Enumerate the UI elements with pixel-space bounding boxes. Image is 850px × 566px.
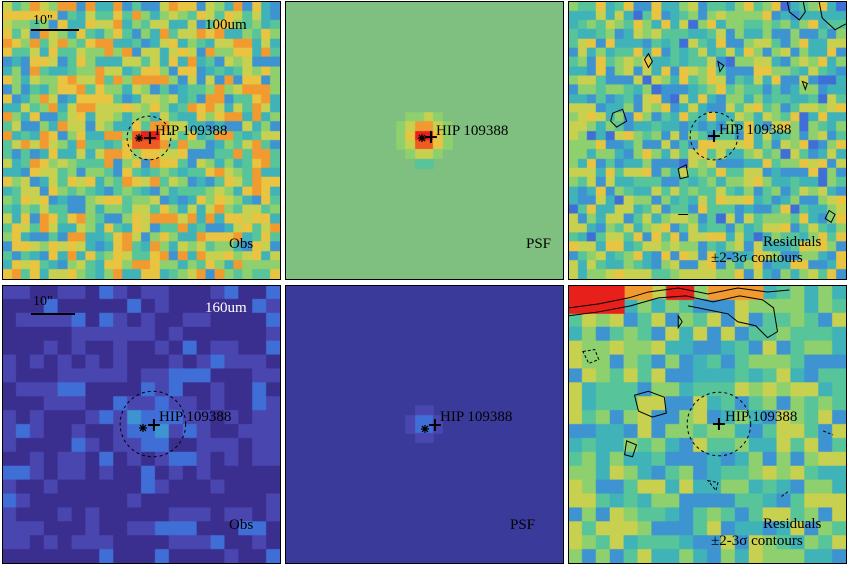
overlay-100um-obs bbox=[126, 115, 172, 161]
panel-160um-obs: 10" 160um HIP 109388 Obs bbox=[2, 285, 281, 564]
scale-label: 10" bbox=[33, 294, 53, 309]
source-label: HIP 109388 bbox=[440, 409, 513, 425]
scale-bar bbox=[31, 313, 75, 315]
panel-100um-residuals: HIP 109388 Residuals ±2-3σ contours bbox=[568, 1, 847, 280]
overlay-100um-residuals bbox=[610, 2, 846, 224]
panel-160um-psf: HIP 109388 PSF bbox=[285, 285, 564, 564]
corner-label-residuals: Residuals bbox=[763, 516, 822, 532]
band-label: 100um bbox=[205, 17, 247, 33]
corner-label-contours: ±2-3σ contours bbox=[711, 533, 803, 549]
corner-label: PSF bbox=[526, 236, 552, 252]
corner-label-residuals: Residuals bbox=[763, 234, 822, 250]
corner-label: Obs bbox=[229, 517, 254, 533]
cross-marker bbox=[712, 418, 725, 430]
residual-contours bbox=[610, 2, 846, 224]
scale-bar bbox=[31, 29, 79, 31]
star-marker bbox=[418, 134, 426, 142]
corner-label-contours: ±2-3σ contours bbox=[711, 250, 803, 266]
band-label: 160um bbox=[205, 300, 247, 316]
image-100um-residuals bbox=[569, 2, 846, 279]
image-160um-residuals bbox=[569, 286, 846, 563]
source-label: HIP 109388 bbox=[436, 123, 509, 139]
star-marker bbox=[135, 134, 143, 142]
overlay-160um-obs bbox=[119, 390, 187, 458]
source-label: HIP 109388 bbox=[155, 123, 228, 139]
source-label: HIP 109388 bbox=[725, 409, 798, 425]
scale-label: 10" bbox=[33, 13, 53, 28]
residual-contours bbox=[569, 287, 834, 497]
corner-label: PSF bbox=[510, 517, 536, 533]
overlay-100um-psf bbox=[418, 131, 437, 143]
image-160um-obs bbox=[3, 286, 280, 563]
aperture-circle bbox=[686, 391, 752, 457]
panel-160um-residuals: HIP 109388 Residuals ±2-3σ contours bbox=[568, 285, 847, 564]
cross-marker bbox=[707, 130, 720, 142]
star-marker bbox=[139, 424, 147, 432]
image-160um-psf bbox=[286, 286, 563, 563]
source-label: HIP 109388 bbox=[159, 409, 232, 425]
overlay-160um-residuals bbox=[569, 287, 834, 497]
overlay-160um-psf bbox=[421, 419, 441, 433]
cross-marker bbox=[143, 132, 156, 144]
corner-label: Obs bbox=[229, 236, 254, 252]
cross-marker bbox=[424, 131, 437, 143]
panel-100um-psf: HIP 109388 PSF bbox=[285, 1, 564, 280]
cross-marker bbox=[147, 419, 160, 431]
aperture-circle bbox=[126, 115, 172, 161]
cross-marker bbox=[428, 419, 441, 431]
star-marker bbox=[421, 424, 429, 433]
source-label: HIP 109388 bbox=[719, 122, 792, 138]
aperture-circle bbox=[689, 111, 739, 161]
panel-100um-obs: 10" 100um HIP 109388 Obs bbox=[2, 1, 281, 280]
